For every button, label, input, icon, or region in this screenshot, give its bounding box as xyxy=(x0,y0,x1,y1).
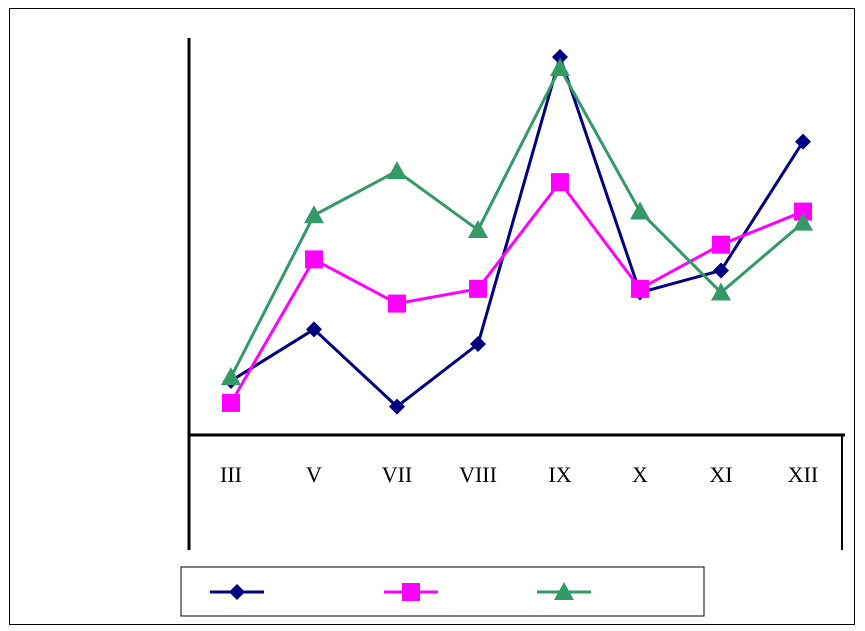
series-1-point xyxy=(306,321,322,338)
series-3-point xyxy=(630,201,650,220)
series-3-point xyxy=(221,367,241,386)
series-layer xyxy=(221,49,813,415)
series-3-line xyxy=(229,66,804,378)
series-2-point xyxy=(794,202,812,221)
series-2-point xyxy=(712,235,730,254)
series-3-point xyxy=(387,161,407,180)
legend-marker-2 xyxy=(402,583,420,601)
chart-border xyxy=(9,8,855,625)
legend xyxy=(210,582,591,601)
series-3-point xyxy=(711,282,731,301)
series-2-line xyxy=(229,180,804,404)
x-tick-label: VIII xyxy=(459,462,497,487)
series-2 xyxy=(222,173,812,412)
legend-marker-3 xyxy=(554,582,574,600)
x-tick-label: V xyxy=(306,462,322,487)
legend-box xyxy=(180,566,705,617)
series-3-point xyxy=(468,219,488,238)
series-3-point xyxy=(793,212,813,231)
series-2-point xyxy=(631,279,649,298)
series-1-point xyxy=(713,262,729,279)
legend-marker-1 xyxy=(229,584,245,600)
x-tick-label: X xyxy=(632,462,648,487)
series-2-point xyxy=(222,393,240,412)
series-1-point xyxy=(389,398,405,415)
series-2-point xyxy=(469,279,487,298)
series-2-point xyxy=(388,294,406,313)
series-1-point xyxy=(795,133,811,150)
series-3-point xyxy=(550,58,570,77)
x-axis-tick-labels: III V VII VIII IX X XI XII xyxy=(220,462,818,487)
series-1-point xyxy=(470,336,486,353)
series-2-point xyxy=(551,173,569,192)
x-tick-label: III xyxy=(220,462,242,487)
x-tick-label: VII xyxy=(382,462,413,487)
x-tick-label: XI xyxy=(709,462,732,487)
series-1-line xyxy=(230,55,805,409)
series-3 xyxy=(221,58,813,386)
series-1-point xyxy=(552,49,568,65)
x-tick-label: IX xyxy=(548,462,571,487)
series-2-point xyxy=(305,250,323,269)
x-tick-label: XII xyxy=(788,462,819,487)
series-3-point xyxy=(304,205,324,224)
